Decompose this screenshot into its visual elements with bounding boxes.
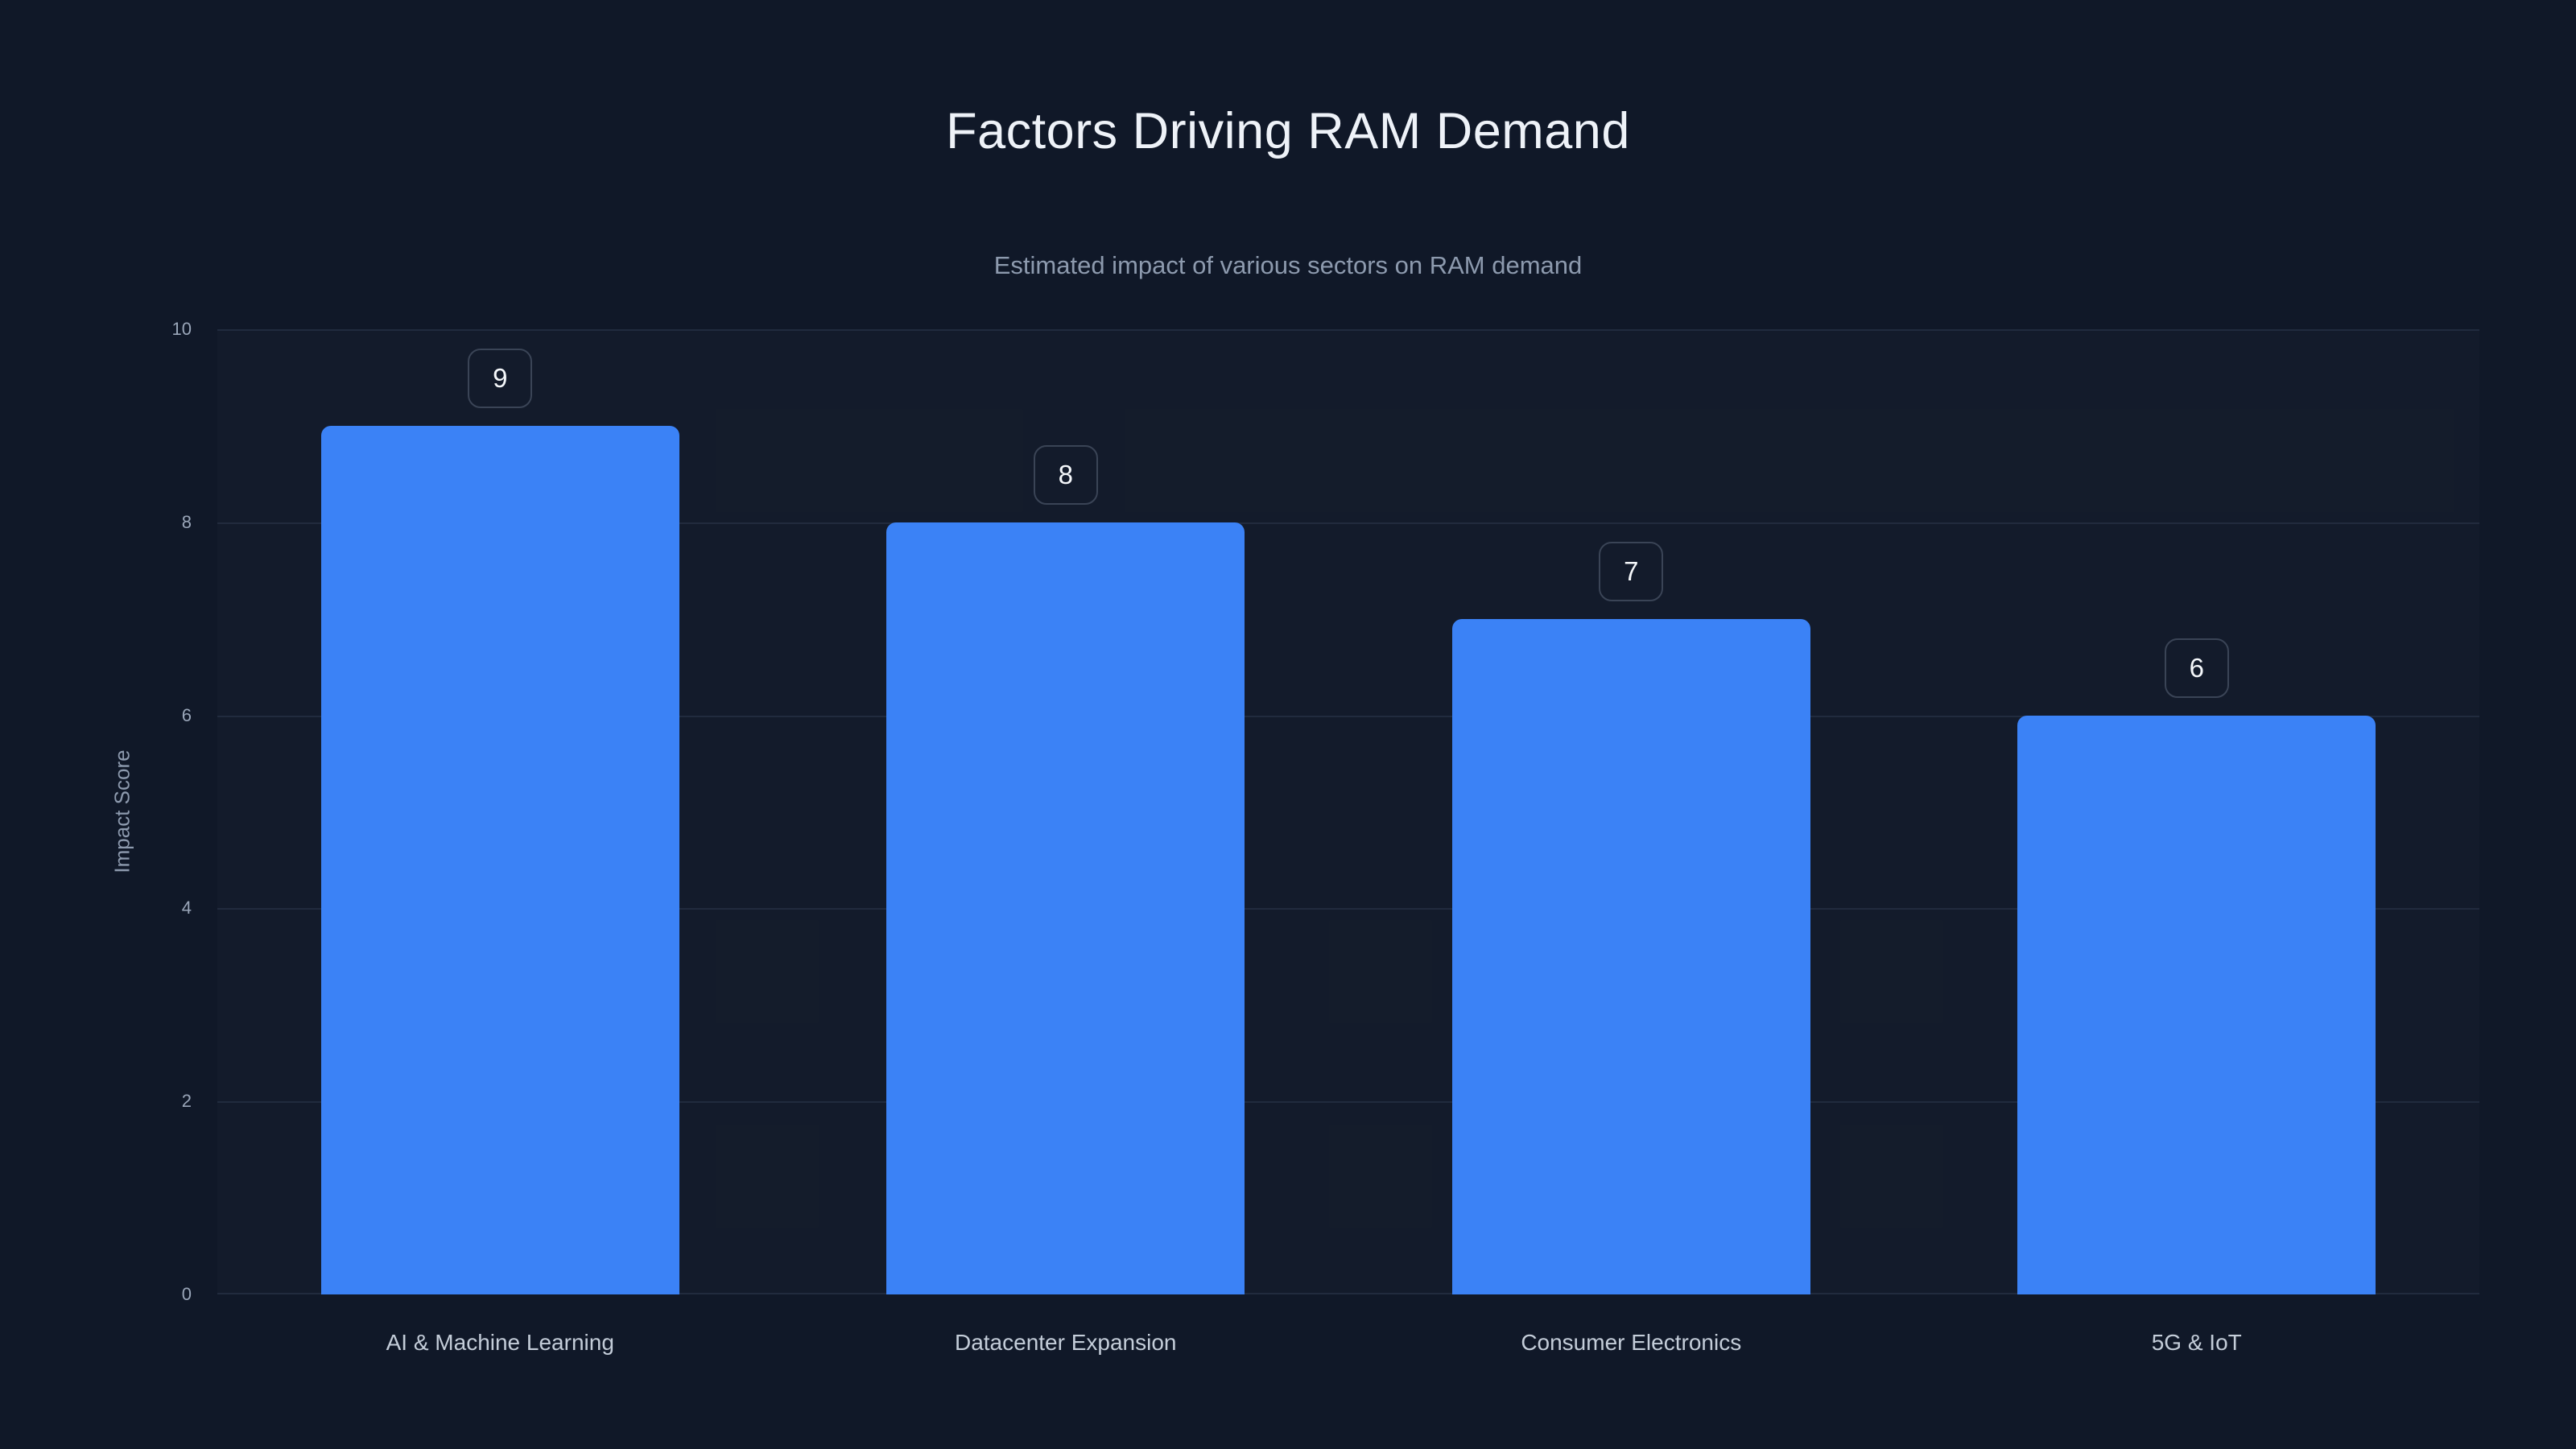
gridline-8 bbox=[217, 522, 2479, 524]
y-tick-label-2: 2 bbox=[181, 1091, 192, 1112]
x-axis-label-ai-machine-learning: AI & Machine Learning bbox=[386, 1330, 614, 1355]
value-badge-5g-iot: 6 bbox=[2164, 638, 2229, 698]
x-axis-label-5g-iot: 5G & IoT bbox=[2151, 1330, 2242, 1355]
gridline-4 bbox=[217, 908, 2479, 910]
x-axis-label-consumer-electronics: Consumer Electronics bbox=[1521, 1330, 1742, 1355]
bar-5g-iot[interactable] bbox=[2017, 715, 2376, 1294]
bar-ai-machine-learning[interactable] bbox=[320, 425, 679, 1294]
chart-title: Factors Driving RAM Demand bbox=[946, 103, 1630, 159]
value-badge-consumer-electronics: 7 bbox=[1599, 541, 1664, 601]
gridline-2 bbox=[217, 1101, 2479, 1104]
x-axis-label-datacenter-expansion: Datacenter Expansion bbox=[954, 1330, 1177, 1355]
value-badge-ai-machine-learning: 9 bbox=[468, 348, 533, 408]
y-tick-label-4: 4 bbox=[181, 898, 192, 919]
y-axis-title: Impact Score bbox=[109, 749, 134, 873]
y-tick-label-6: 6 bbox=[181, 704, 192, 725]
value-badge-datacenter-expansion: 8 bbox=[1033, 444, 1098, 505]
y-tick-label-10: 10 bbox=[171, 319, 192, 339]
chart-subtitle: Estimated impact of various sectors on R… bbox=[993, 251, 1583, 279]
y-tick-label-0: 0 bbox=[181, 1284, 192, 1304]
bar-datacenter-expansion[interactable] bbox=[886, 522, 1245, 1294]
gridline-10 bbox=[217, 329, 2479, 331]
plot-area: 0 2 4 6 8 10 9 AI & Machine Learning 8 Datacenter… bbox=[172, 319, 2479, 1355]
y-tick-label-8: 8 bbox=[181, 511, 192, 532]
gridline-6 bbox=[217, 715, 2479, 717]
gridline-0 bbox=[217, 1293, 2479, 1294]
bar-consumer-electronics[interactable] bbox=[1451, 618, 1810, 1294]
